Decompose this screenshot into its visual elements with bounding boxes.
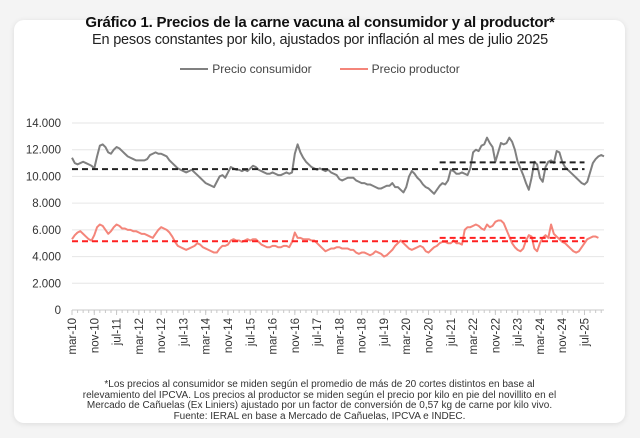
x-tick-label: mar-16 [268,318,280,354]
footnote: *Los precios al consumidor se miden segú… [14,379,625,422]
y-tick-label: 2.000 [32,278,61,290]
chart-legend: Precio consumidor Precio productor [0,62,640,76]
x-tick-label: mar-10 [67,318,79,354]
legend-label-consumidor: Precio consumidor [212,62,312,76]
x-tick-label: nov-14 [223,317,235,353]
x-tick-label: jul-21 [446,318,458,347]
series-line-productor [71,219,599,258]
chart-card [14,20,625,423]
y-tick-label: 12.000 [26,145,61,157]
x-tick-label: jul-11 [112,318,124,346]
x-tick-label: jul-13 [178,318,190,347]
legend-label-productor: Precio productor [371,62,460,76]
footnote-line: Mercado de Cañuelas (Ex Liniers) ajustad… [86,400,553,411]
series-line-consumidor [71,136,605,195]
x-tick-label: mar-24 [535,317,547,354]
reference-lines [72,161,585,243]
y-axis-ticks: 0 2.000 4.000 6.000 8.000 10.000 12.000 14.000 [26,118,61,317]
x-tick-label: nov-24 [557,317,569,353]
x-tick-label: jul-23 [513,318,525,347]
x-tick-label: mar-14 [201,317,213,354]
x-tick-label: nov-16 [290,318,302,353]
x-tick-label: nov-20 [424,318,436,353]
y-tick-label: 6.000 [32,225,61,237]
series-lines [71,136,605,258]
legend-item-consumidor: Precio consumidor [180,62,312,76]
x-tick-label: nov-12 [156,318,168,353]
x-tick-label: nov-18 [357,318,369,353]
x-tick-label: mar-18 [334,318,346,354]
x-tick-label: mar-12 [134,318,146,354]
legend-swatch-productor [339,68,368,70]
x-axis: mar-10 nov-10 jul-11 mar-12 nov-12 jul-13 mar-… [67,309,604,354]
footnote-line: Fuente: IERAL en base a Mercado de Cañue… [173,410,466,422]
footnote-line: *Los precios al consumidor se miden segú… [104,379,535,390]
legend-item-productor: Precio productor [339,62,460,76]
y-tick-label: 10.000 [26,171,61,183]
footnote-line: relevamiento del IPCVA. Los precios al p… [82,389,557,401]
chart-title: Gráfico 1. Precios de la carne vacuna al… [85,14,555,31]
y-tick-label: 4.000 [32,252,61,264]
gridlines [72,122,604,284]
y-tick-label: 0 [55,305,61,317]
y-tick-label: 8.000 [32,198,61,210]
x-tick-label: nov-22 [490,318,502,353]
y-tick-label: 14.000 [26,118,61,130]
x-tick-label: mar-22 [468,318,480,354]
x-tick-label: mar-20 [401,318,413,354]
x-tick-label: nov-10 [89,318,101,353]
x-tick-label: jul-15 [245,318,257,347]
x-tick-label: jul-19 [379,318,391,347]
legend-swatch-consumidor [180,68,209,70]
x-tick-label: jul-17 [312,318,324,347]
chart-subtitle: En pesos constantes por kilo, ajustados … [92,32,548,48]
x-tick-label: jul-25 [580,318,592,347]
